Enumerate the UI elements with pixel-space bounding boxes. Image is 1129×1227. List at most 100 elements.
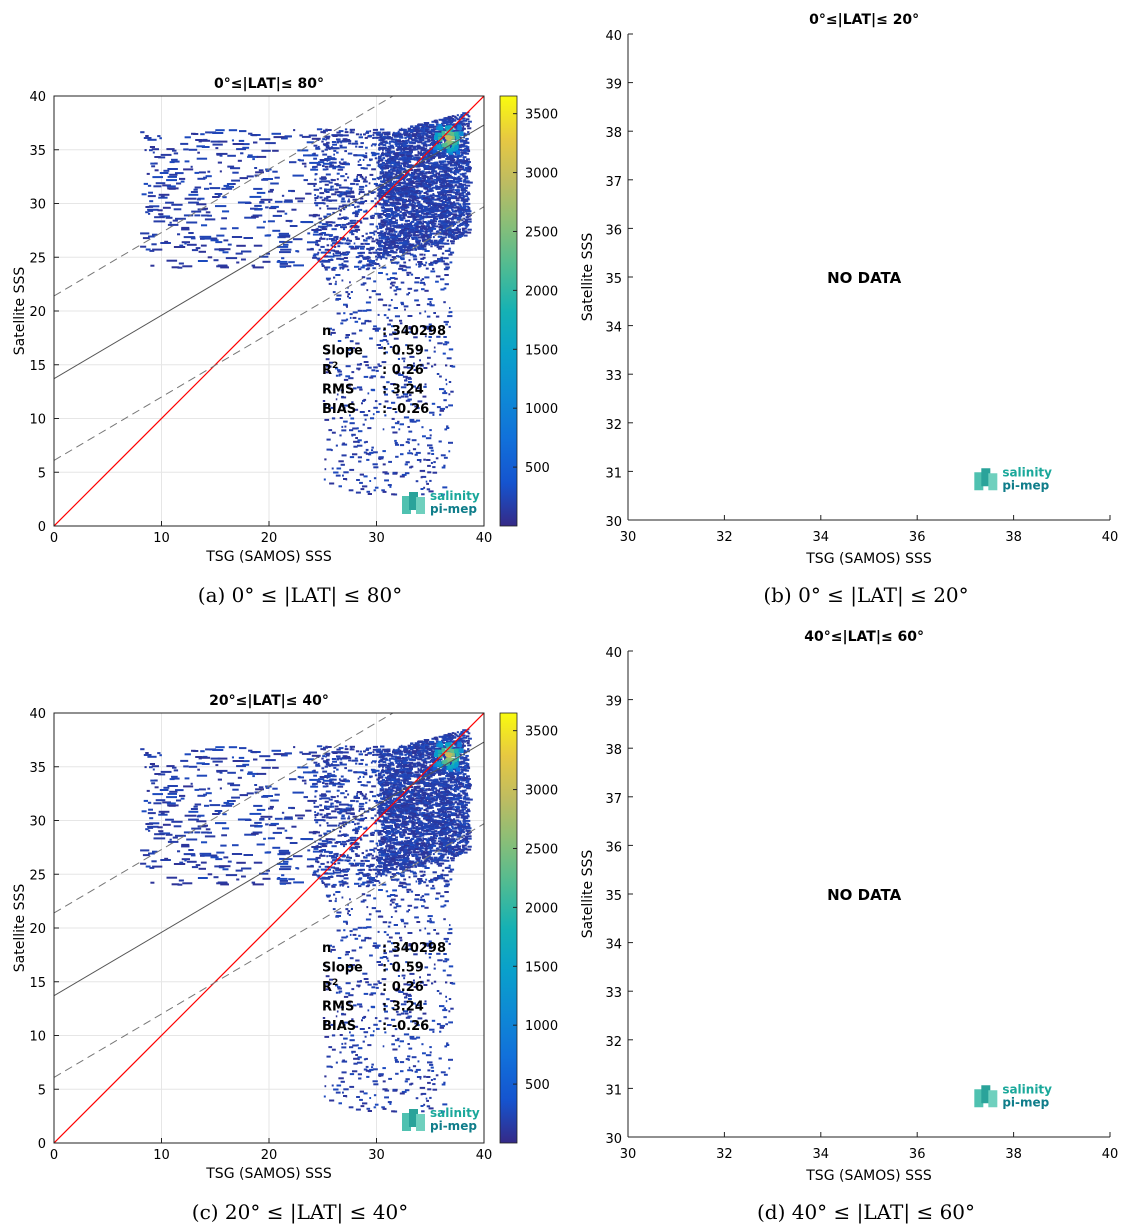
density-cell (346, 223, 350, 226)
density-cell (402, 156, 407, 159)
density-cell (422, 179, 428, 182)
density-cell (270, 182, 279, 185)
density-cell (443, 118, 449, 121)
density-cell (197, 260, 208, 262)
density-cell (402, 148, 407, 151)
density-cell (417, 247, 422, 250)
density-cell (401, 303, 405, 306)
density-cell (389, 144, 394, 147)
density-cell (378, 222, 381, 225)
density-cell (256, 226, 265, 229)
density-cell (423, 151, 426, 154)
density-cell (383, 199, 388, 202)
density-cell (388, 220, 394, 223)
density-cell (381, 162, 385, 164)
density-cell (387, 308, 391, 311)
density-cell (433, 208, 436, 211)
density-cell (350, 805, 352, 808)
density-cell (419, 226, 421, 229)
density-cell (375, 255, 377, 258)
density-cell (463, 143, 465, 146)
density-cell (388, 230, 394, 233)
density-cell (460, 231, 466, 234)
density-cell (151, 148, 159, 151)
density-cell (149, 200, 154, 203)
density-cell (413, 148, 418, 151)
density-cell (314, 202, 325, 205)
density-cell (390, 258, 395, 261)
density-cell (427, 205, 430, 208)
density-cell (441, 194, 447, 197)
density-cell (204, 218, 216, 221)
density-cell (400, 154, 405, 156)
density-cell (357, 247, 359, 250)
density-cell (417, 443, 420, 446)
density-cell (398, 152, 403, 155)
density-cell (446, 221, 451, 224)
density-cell (222, 813, 227, 816)
density-cell (451, 210, 456, 213)
density-cell (322, 162, 333, 165)
density-cell (459, 214, 462, 217)
density-cell (386, 795, 392, 798)
density-cell (365, 769, 368, 772)
density-cell (389, 164, 392, 167)
density-cell (305, 192, 312, 195)
density-cell (410, 177, 413, 180)
density-cell (449, 123, 454, 126)
density-cell (425, 171, 430, 174)
density-cell (432, 466, 436, 469)
density-cell (420, 126, 424, 129)
density-cell (199, 235, 212, 238)
density-cell (371, 240, 376, 243)
density-cell (460, 197, 465, 199)
density-cell (400, 206, 405, 209)
density-cell (369, 256, 371, 259)
density-cell (417, 165, 421, 168)
density-cell (397, 233, 400, 236)
density-cell (406, 160, 412, 163)
density-cell (357, 1047, 363, 1050)
density-cell (446, 168, 452, 171)
density-cell (345, 318, 349, 321)
density-cell (459, 136, 462, 139)
density-cell (326, 146, 330, 149)
density-cell (369, 1097, 372, 1099)
density-cell (451, 155, 454, 158)
density-cell (426, 327, 432, 330)
density-cell (448, 162, 453, 165)
density-cell (421, 177, 424, 180)
density-cell (416, 349, 420, 352)
density-cell (396, 224, 402, 227)
density-cell (376, 327, 380, 330)
density-cell (169, 221, 172, 224)
density-cell (383, 201, 388, 203)
density-cell (401, 167, 406, 170)
density-cell (418, 210, 425, 213)
density-cell (420, 128, 425, 131)
density-cell (324, 404, 327, 407)
density-cell (349, 316, 352, 319)
density-cell (440, 197, 443, 200)
density-cell (385, 189, 391, 192)
density-cell (349, 422, 355, 425)
density-cell (446, 357, 452, 360)
density-cell (428, 167, 434, 170)
density-cell (465, 212, 471, 215)
density-cell (423, 253, 426, 256)
density-cell (207, 170, 211, 173)
density-core-cell (448, 147, 453, 152)
density-cell (414, 197, 418, 199)
density-cell (408, 133, 411, 135)
density-cell (416, 158, 421, 161)
density-cell (438, 118, 444, 121)
density-cell (363, 156, 368, 159)
density-cell (461, 187, 466, 190)
density-cell (397, 237, 401, 240)
density-cell (440, 493, 445, 496)
density-cell (423, 177, 426, 180)
density-cell (388, 142, 391, 145)
density-cell (363, 1092, 368, 1095)
density-cell (389, 485, 392, 488)
density-cell (387, 925, 391, 928)
